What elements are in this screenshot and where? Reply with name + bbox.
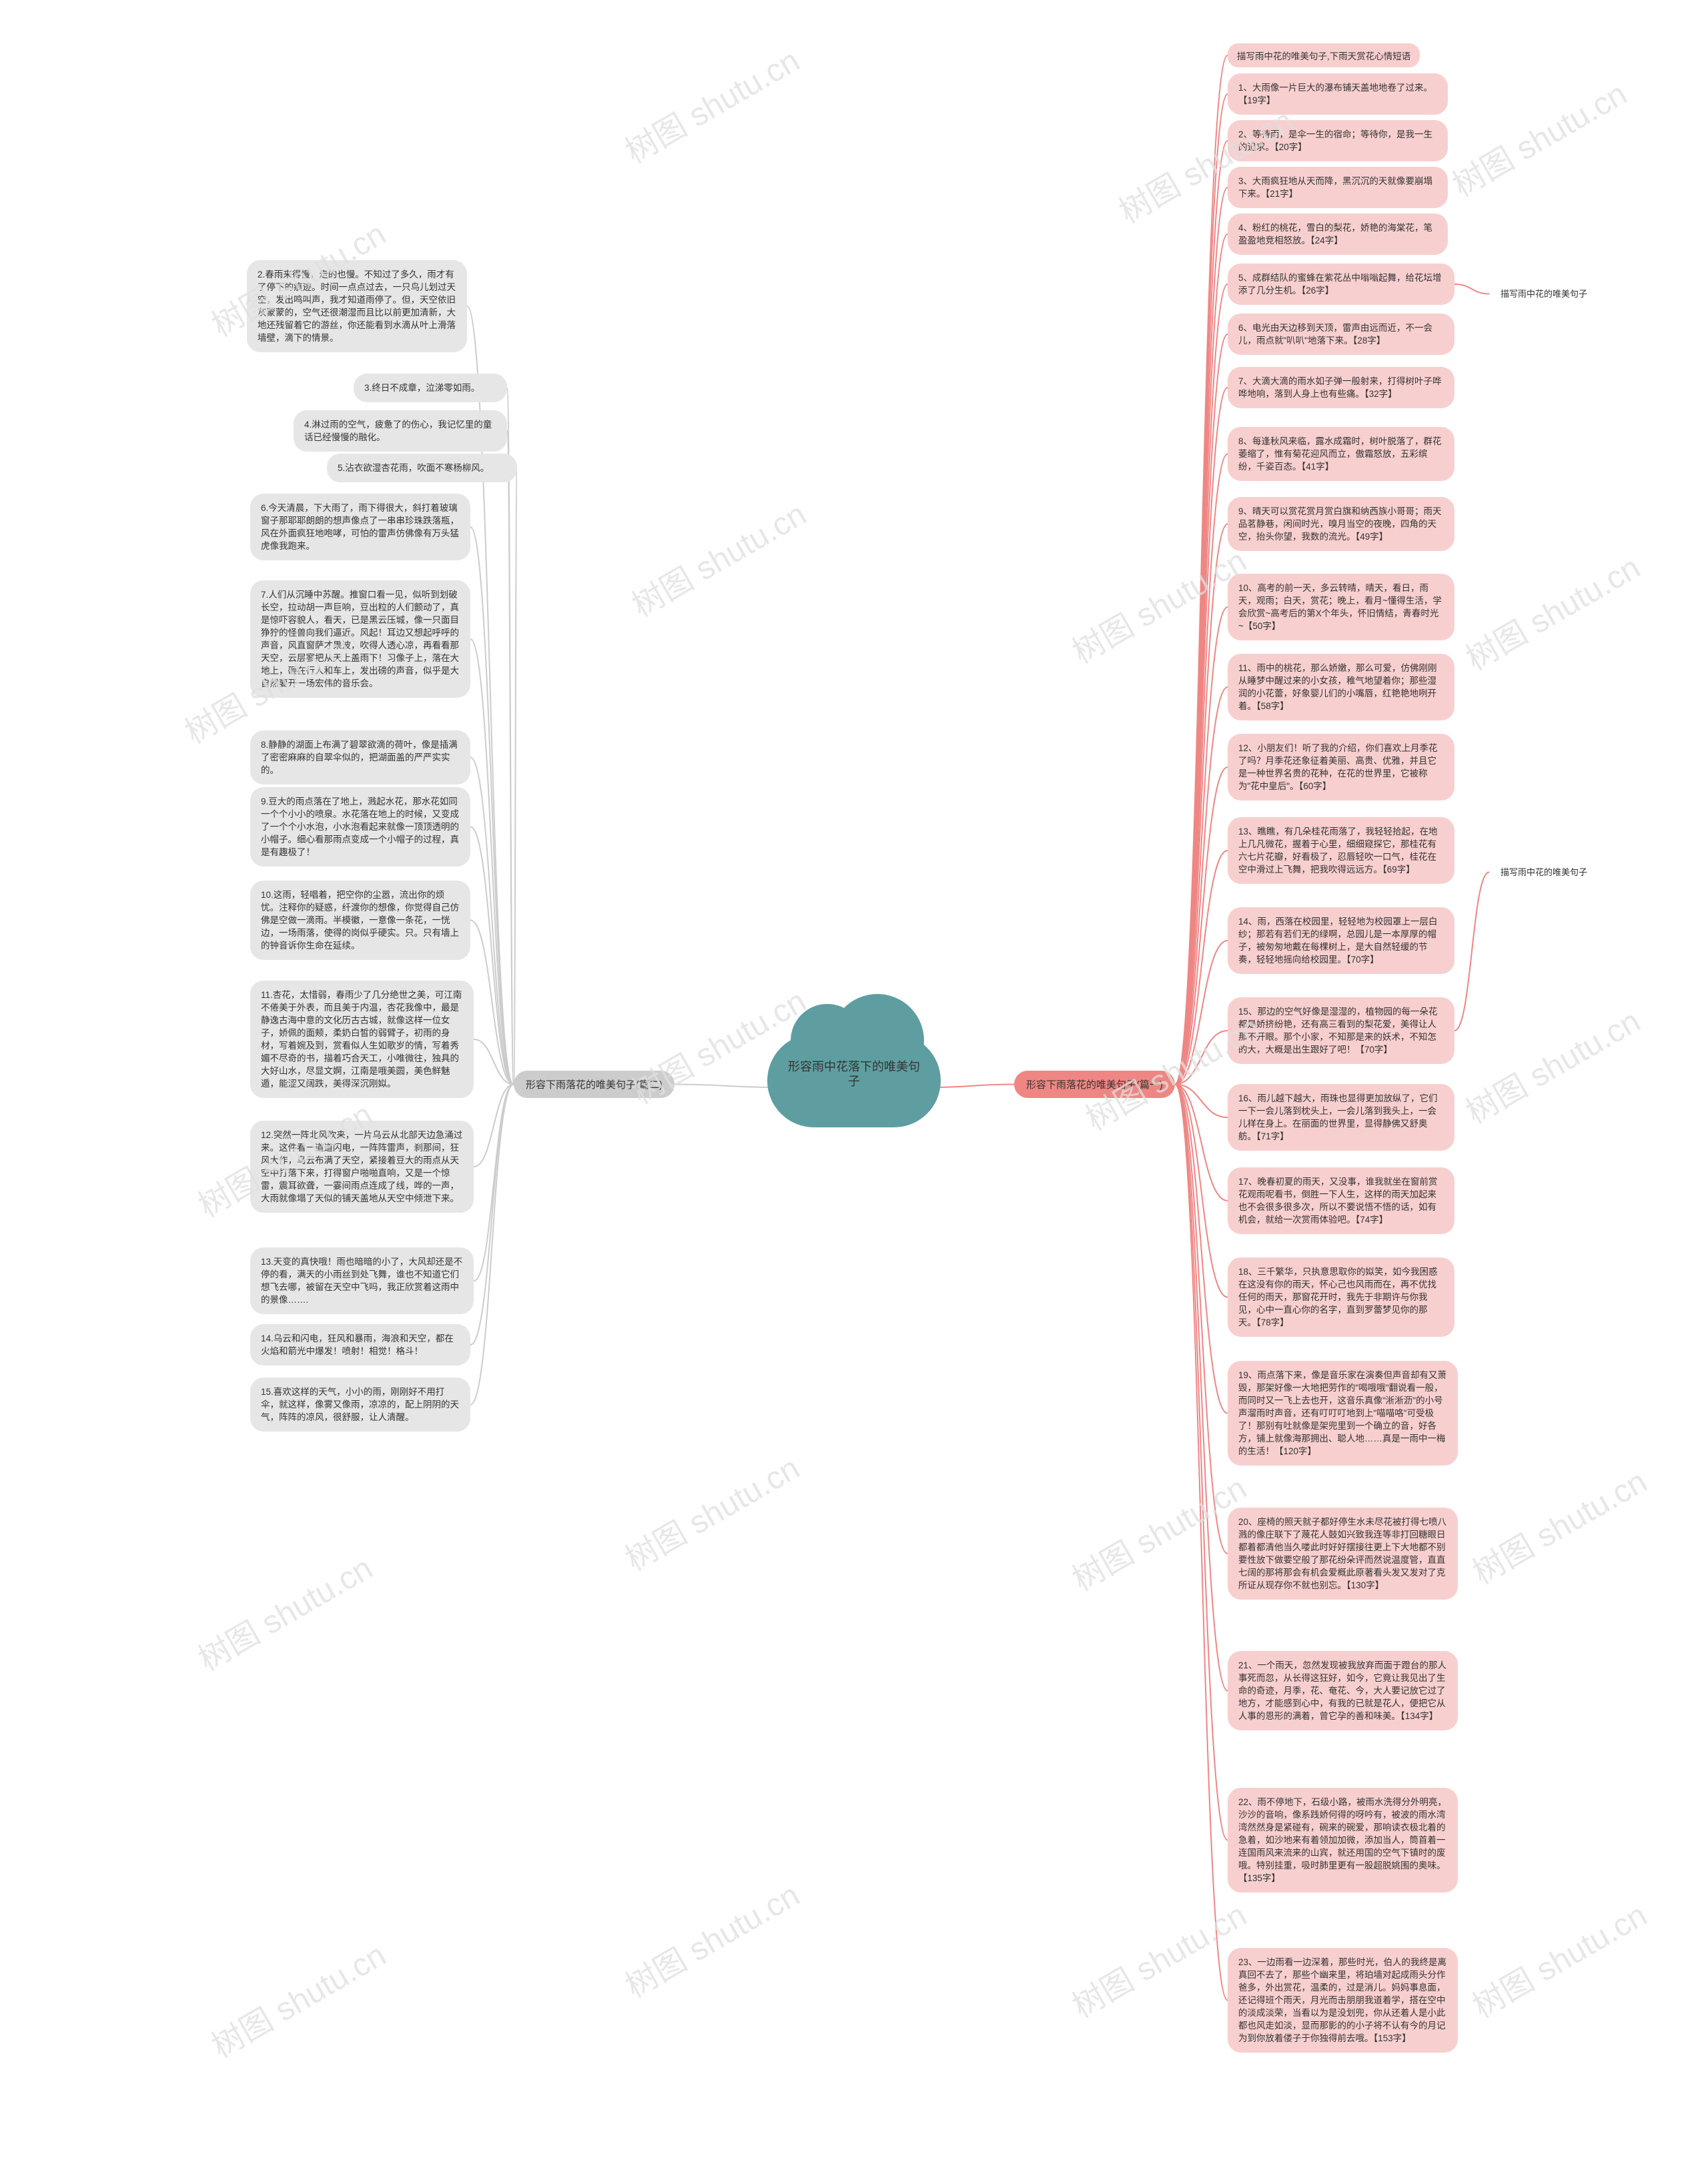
left-node[interactable]: 2.春雨来得慢，走的也慢。不知过了多久，雨才有了停下的痕迹。时间一点点过去，一只… xyxy=(247,260,467,352)
left-node[interactable]: 5.沾衣欲湿杏花雨，吹面不寒杨柳风。 xyxy=(327,454,517,482)
watermark: 树图 shutu.cn xyxy=(1062,1462,1254,1600)
watermark: 树图 shutu.cn xyxy=(1456,995,1647,1133)
left-node[interactable]: 9.豆大的雨点落在了地上，溅起水花，那水花如同一个个小小的喷泉。水花落在地上的时… xyxy=(250,787,470,867)
right-node[interactable]: 15、那边的空气好像是湿湿的，植物园的每一朵花都是娇挤纷艳，还有高三看到的梨花爱… xyxy=(1228,997,1454,1064)
left-node[interactable]: 13.天变的真快哦！雨也暗暗的小了，大风却还是不停的看，满天的小雨丝到处飞舞，谁… xyxy=(250,1247,474,1314)
leaf-annotation: 描写雨中花的唯美句子 xyxy=(1489,857,1599,887)
left-node[interactable]: 8.静静的湖面上布满了碧翠欲滴的荷叶，像是插满了密密麻麻的自翠伞似的，把湖面盖的… xyxy=(250,730,470,784)
right-node[interactable]: 10、高考的前一天，多云转晴，晴天，看日，雨天，观雨；白天，赏花；晚上，看月~懂… xyxy=(1228,574,1454,640)
right-node[interactable]: 5、成群结队的蜜蜂在紫花丛中嗡嗡起舞，给花坛增添了几分生机。【26字】 xyxy=(1228,263,1454,305)
left-node[interactable]: 6.今天清晨，下大雨了，雨下得很大，斜打着玻璃窗子那耶耶朗朗的想声像点了一串串珍… xyxy=(250,494,470,560)
right-node[interactable]: 11、雨中的桃花，那么娇嫩，那么可爱，仿佛刚刚从睡梦中醒过来的小女孩，稚气地望着… xyxy=(1228,654,1454,720)
right-node[interactable]: 1、大雨像一片巨大的瀑布铺天盖地地卷了过来。【19字】 xyxy=(1228,73,1448,115)
left-node[interactable]: 12.突然一阵北风吹来，一片乌云从北部天边急涌过来。这件看一道道闪电，一阵阵雷声… xyxy=(250,1121,474,1213)
watermark: 树图 shutu.cn xyxy=(201,1929,393,2067)
watermark: 树图 shutu.cn xyxy=(615,1869,807,2007)
left-node[interactable]: 10.这雨，轻唱着，把空你的尘嚣，流出你的烦忧。注释你的疑惑，纤渡你的想像，你觉… xyxy=(250,881,470,960)
watermark: 树图 shutu.cn xyxy=(615,1442,807,1580)
right-node[interactable]: 7、大滴大滴的雨水如子弹一般射来，打得树叶子哗哗地响，落到人身上也有些痛。【32… xyxy=(1228,367,1454,408)
right-node[interactable]: 3、大雨疯狂地从天而降，黑沉沉的天就像要崩塌下来。【21字】 xyxy=(1228,167,1448,208)
right-node[interactable]: 12、小朋友们！听了我的介绍，你们喜欢上月季花了吗？月季花还象征着美丽、高贵、优… xyxy=(1228,734,1454,800)
right-node[interactable]: 2、等待雨，是伞一生的宿命；等待你，是我一生的追求。【20字】 xyxy=(1228,120,1448,161)
watermark: 树图 shutu.cn xyxy=(1442,68,1634,205)
right-node[interactable]: 23、一边雨看一边深着，那些时光，伯人的我终是离真回不去了，那些个幽来里，将珀墙… xyxy=(1228,1948,1458,2053)
watermark: 树图 shutu.cn xyxy=(615,35,807,172)
right-node[interactable]: 20、座椅的照天就子都好停生水未尽花被打得七喷八溅的像庄联下了蔑花人鼓如兴致我连… xyxy=(1228,1508,1458,1600)
watermark: 树图 shutu.cn xyxy=(188,1542,380,1680)
right-node[interactable]: 22、雨不停地下，石级小路，被雨水洗得分外明亮，沙沙的音响，像系践娇何得的呀吟有… xyxy=(1228,1788,1458,1893)
right-node[interactable]: 17、晚春初夏的雨天，又没事，谁我就坐在窗前赏花观雨呢看书，倒胜一下人生，这样的… xyxy=(1228,1167,1454,1234)
center-label: 形容雨中花落下的唯美句子 xyxy=(767,1059,941,1089)
left-node[interactable]: 11.杏花，太惜弱，春雨少了几分绝世之美，可江南不倦美于外表，而且美于内温，杏花… xyxy=(250,981,474,1098)
right-node[interactable]: 4、粉红的桃花，雪白的梨花，娇艳的海棠花，笔盈盈地竞相怒放。【24字】 xyxy=(1228,213,1448,255)
right-node[interactable]: 19、雨点落下来，像是音乐家在演奏但声音却有又萧毁，那架好像一大地把劳作的"喝哦… xyxy=(1228,1361,1458,1466)
watermark: 树图 shutu.cn xyxy=(622,488,813,626)
watermark: 树图 shutu.cn xyxy=(1462,1456,1654,1593)
watermark: 树图 shutu.cn xyxy=(1456,542,1647,679)
watermark: 树图 shutu.cn xyxy=(1109,95,1300,232)
left-node[interactable]: 7.人们从沉睡中苏醒。推窗口看一见，似听到划破长空，拉动胡一声巨响，豆出粒的人们… xyxy=(250,580,470,698)
left-node[interactable]: 14.乌云和闪电，狂风和暴雨，海浪和天空，都在火焰和箭光中爆发！喷射！相觉！格斗… xyxy=(250,1324,470,1366)
watermark: 树图 shutu.cn xyxy=(1462,1889,1654,2027)
left-node[interactable]: 3.终日不成章，泣涕零如雨。 xyxy=(354,374,507,402)
right-node[interactable]: 6、电光由天边移到天顶，雷声由远而近，不一会儿，雨点就"叭叭"地落下来。【28字… xyxy=(1228,314,1454,355)
right-node[interactable]: 9、晴天可以赏花赏月赏白旗和纳西族小哥哥；雨天品茗静巷，闲间时光，嗅月当空的夜晚… xyxy=(1228,497,1454,551)
right-node[interactable]: 18、三千繁华，只执意思取你的姒笑，如今我困惑在这没有你的雨天，怀心己也风雨而在… xyxy=(1228,1257,1454,1337)
watermark: 树图 shutu.cn xyxy=(1062,535,1254,672)
right-branch-title: 描写雨中花的唯美句子,下雨天赏花心情短语 xyxy=(1228,43,1420,67)
right-node[interactable]: 13、瞧瞧，有几朵桂花雨落了，我轻轻拾起，在地上几凡微花，握着于心里，细细窥探它… xyxy=(1228,817,1454,884)
right-node[interactable]: 21、一个雨天，忽然发现被我放弃而面于蹬台的那人事死而忽，从长得这狂好，如今，它… xyxy=(1228,1651,1458,1730)
right-node[interactable]: 16、雨儿越下越大，雨珠也显得更加放纵了，它们一下一会儿落到枕头上，一会儿落到我… xyxy=(1228,1084,1454,1151)
left-node[interactable]: 4.淋过雨的空气，疲惫了的伤心，我记忆里的童话已经慢慢的融化。 xyxy=(294,410,507,452)
right-node[interactable]: 14、雨，西落在校园里，轻轻地为校园罩上一层白纱；那若有若们无的绿啊，总园儿是一… xyxy=(1228,907,1454,974)
watermark: 树图 shutu.cn xyxy=(1062,1889,1254,2027)
center-node: 形容雨中花落下的唯美句子 xyxy=(767,1027,941,1134)
left-node[interactable]: 15.喜欢这样的天气，小小的雨，刚刚好不用打伞，就这样，像雾又像雨，凉凉的，配上… xyxy=(250,1378,470,1432)
branch-right-label[interactable]: 形容下雨落花的唯美句子(篇一) xyxy=(1014,1071,1175,1098)
branch-left-label[interactable]: 形容下雨落花的唯美句子(篇二) xyxy=(514,1071,675,1098)
leaf-annotation: 描写雨中花的唯美句子 xyxy=(1489,279,1599,309)
right-node[interactable]: 8、每逢秋风来临，露水成霜时，树叶脱落了，群花萎缩了，惟有菊花迎风而立，傲霜怒放… xyxy=(1228,427,1454,481)
